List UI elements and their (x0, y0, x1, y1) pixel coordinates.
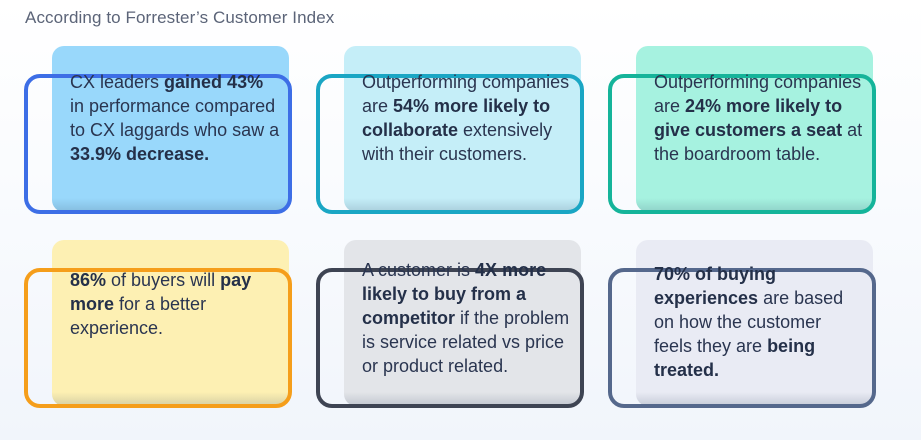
card-text-emphasis: being treated. (654, 336, 816, 380)
card-text-emphasis: 86% (70, 270, 107, 290)
card-frame (24, 74, 292, 214)
card-frame (24, 268, 292, 408)
card-text-emphasis: 33.9% decrease. (70, 144, 210, 164)
card-text-segment: for a better experience. (70, 294, 207, 338)
card-text: Outperforming companies are 24% more lik… (654, 70, 864, 166)
card-text: Outperforming companies are 54% more lik… (362, 70, 572, 166)
card-text-segment: extensively with their customers. (362, 120, 553, 164)
card-frame (608, 74, 876, 214)
card-text-segment: Outperforming companies are (362, 72, 570, 116)
card-text-segment: in performance compared to CX laggards w… (70, 96, 280, 140)
page-heading: According to Forrester’s Customer Index (25, 8, 335, 27)
card-text-emphasis: pay more (70, 270, 252, 314)
card-text-emphasis: 54% more likely to collaborate (362, 96, 551, 140)
card-fill (52, 46, 289, 212)
card-text: CX leaders gained 43% in performance com… (70, 70, 280, 166)
card-text-segment: are based on how the customer feels they… (654, 288, 844, 356)
card-text: 86% of buyers will pay more for a better… (70, 268, 280, 340)
card-text: A customer is 4X more likely to buy from… (362, 258, 572, 378)
card-frame (316, 268, 584, 408)
card-fill (636, 240, 873, 406)
card-text-segment: if the problem is service related vs pri… (362, 308, 570, 376)
card-text-segment: of buyers will (106, 270, 221, 290)
card-fill (344, 46, 581, 212)
card-text-segment: Outperforming companies are (654, 72, 862, 116)
card-text-emphasis: 24% more likely to give customers a seat (654, 96, 843, 140)
card-text: 70% of buying experiences are based on h… (654, 262, 864, 382)
card-frame (316, 74, 584, 214)
card-text-segment: A customer is (362, 260, 476, 280)
card-fill (344, 240, 581, 406)
card-text-emphasis: 70% of buying experiences (654, 264, 777, 308)
card-text-segment: at the boardroom table. (654, 120, 863, 164)
card-frame (608, 268, 876, 408)
card-text-emphasis: gained 43% (164, 72, 264, 92)
card-text-emphasis: 4X more likely to buy from a competitor (362, 260, 547, 328)
card-fill (636, 46, 873, 212)
card-fill (52, 240, 289, 406)
card-text-segment: CX leaders (70, 72, 165, 92)
